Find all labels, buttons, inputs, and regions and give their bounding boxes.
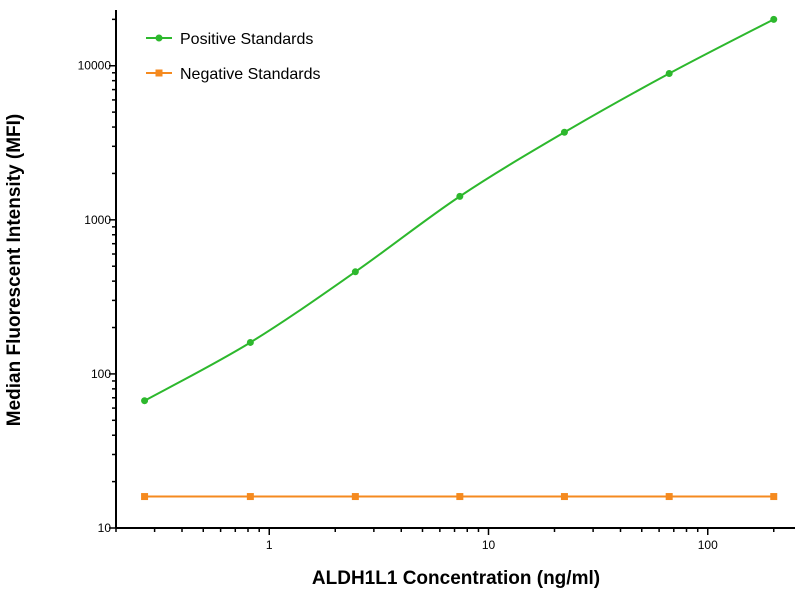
data-point-negative (560, 493, 568, 501)
data-point-positive (246, 338, 254, 346)
y-tick-label: 100 (91, 367, 111, 381)
data-point-positive (665, 70, 673, 78)
data-point-negative (246, 493, 254, 501)
data-point-positive (351, 268, 359, 276)
legend-entry-positive: Positive Standards (146, 31, 313, 48)
data-point-positive (770, 15, 778, 23)
x-tick-label: 10 (482, 538, 496, 552)
legend-negative-marker (155, 69, 163, 77)
data-point-negative (141, 493, 149, 501)
legend: Positive Standards Negative Standards (146, 31, 321, 83)
x-axis-title: ALDH1L1 Concentration (ng/ml) (312, 568, 600, 589)
legend-entry-negative: Negative Standards (146, 66, 321, 83)
data-point-positive (560, 128, 568, 136)
data-point-positive (141, 397, 149, 405)
y-tick-label: 10000 (78, 59, 112, 73)
ticks: 1 10 100 10 100 1000 10000 (78, 18, 775, 552)
x-tick-label: 1 (266, 538, 273, 552)
data-point-negative (770, 493, 778, 501)
data-point-negative (351, 493, 359, 501)
legend-positive-marker (155, 34, 163, 42)
y-axis-title: Median Fluorescent Intensity (MFI) (4, 114, 25, 426)
legend-positive-label: Positive Standards (180, 31, 313, 48)
data-point-positive (456, 192, 464, 200)
series-positive (141, 15, 778, 405)
series-negative (141, 493, 778, 501)
y-tick-label: 1000 (84, 213, 111, 227)
x-tick-label: 100 (698, 538, 718, 552)
data-point-negative (665, 493, 673, 501)
series (141, 15, 778, 501)
y-tick-label: 10 (98, 521, 112, 535)
axes (115, 10, 795, 529)
legend-negative-label: Negative Standards (180, 66, 321, 83)
data-point-negative (456, 493, 464, 501)
